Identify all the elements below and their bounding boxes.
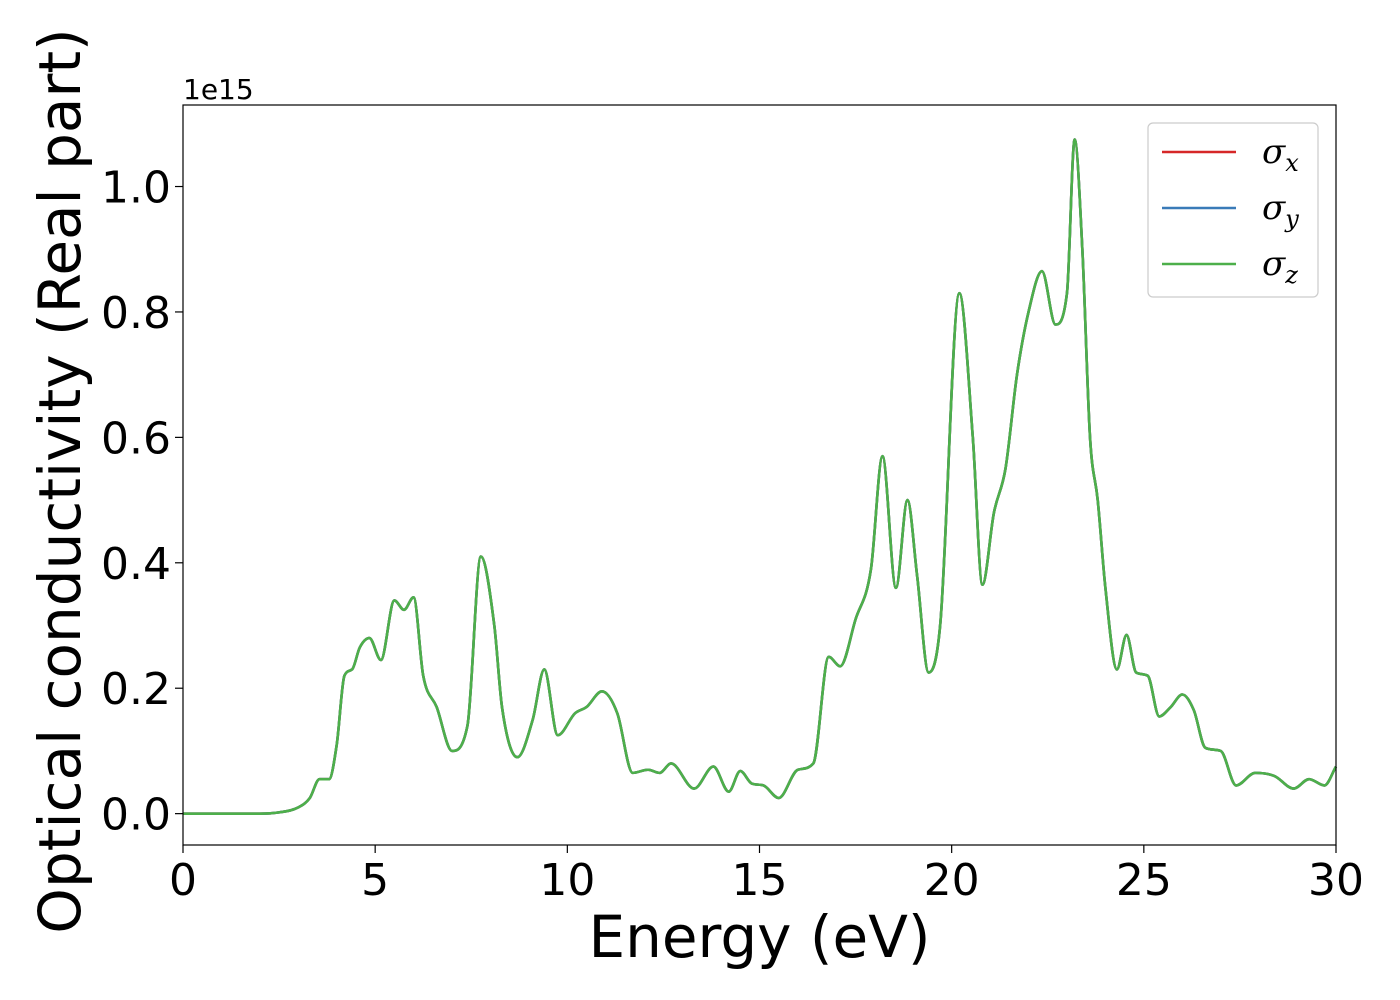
legend-item-σx: σx: [1162, 132, 1299, 177]
x-tick-label: 25: [1116, 855, 1172, 906]
legend: σx σy σz: [1147, 122, 1319, 298]
y-axis-label: Optical conductivity (Real part): [26, 28, 94, 933]
x-tick-label: 30: [1308, 855, 1364, 906]
y-tick-label: 0.4: [101, 539, 171, 590]
x-tick-label: 20: [924, 855, 980, 906]
x-tick-label: 10: [539, 855, 595, 906]
y-tick-label: 0.6: [101, 413, 171, 464]
legend-label: σx: [1262, 132, 1299, 177]
y-axis-offset-label: 1e15: [183, 73, 254, 106]
x-tick-label: 0: [169, 855, 197, 906]
y-tick-label: 1.0: [101, 163, 171, 214]
x-tick-label: 5: [361, 855, 389, 906]
x-axis-ticks: 0 5 10 15 20 25 30: [169, 845, 1364, 906]
x-tick-label: 15: [732, 855, 788, 906]
legend-label: σy: [1262, 188, 1299, 233]
series-line-σz: [183, 138, 1338, 815]
plot-lines: [183, 138, 1338, 815]
legend-item-σy: σy: [1162, 188, 1299, 233]
y-tick-label: 0.0: [101, 790, 171, 841]
y-tick-label: 0.8: [101, 288, 171, 339]
x-axis-label: Energy (eV): [588, 903, 930, 971]
legend-box: [1147, 122, 1319, 298]
legend-item-σz: σz: [1162, 244, 1298, 289]
y-tick-label: 0.2: [101, 664, 171, 715]
y-axis-ticks: 0.0 0.2 0.4 0.6 0.8 1.0: [101, 163, 183, 841]
legend-label: σz: [1262, 244, 1298, 289]
